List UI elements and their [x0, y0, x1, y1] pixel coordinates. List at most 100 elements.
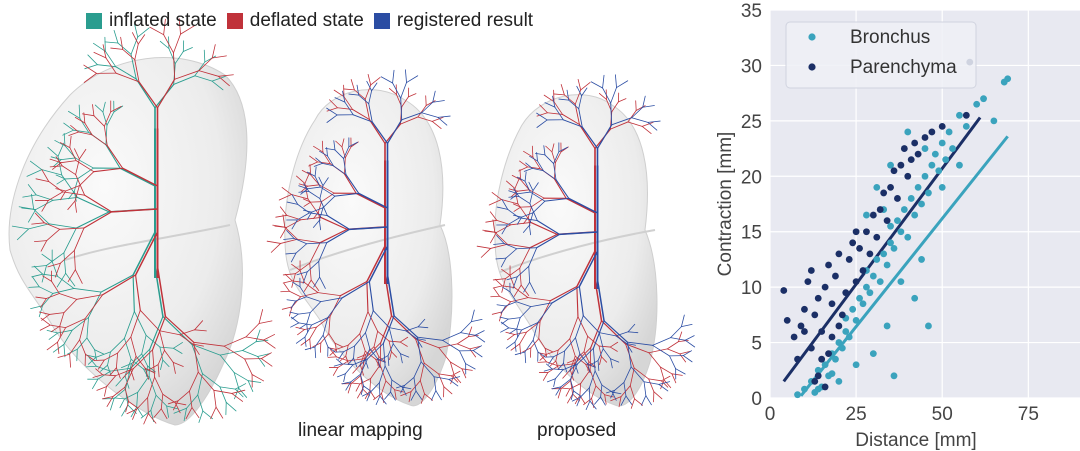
- airway-branch: [174, 51, 184, 64]
- y-tick-label: 30: [741, 56, 762, 77]
- airway-branch: [387, 343, 394, 356]
- airway-branch: [74, 269, 83, 284]
- airway-branch: [100, 274, 134, 293]
- airway-branch: [159, 330, 181, 336]
- airway-branch: [106, 145, 124, 169]
- airway-branch: [347, 333, 361, 346]
- airway-branch: [191, 344, 203, 375]
- airway-branch: [166, 405, 169, 418]
- airway-branch: [350, 382, 361, 385]
- point-parenchyma: [880, 189, 888, 197]
- airway-branch: [57, 353, 71, 358]
- airway-branch: [97, 359, 105, 370]
- airway-branch: [35, 296, 47, 299]
- airway-branch: [282, 280, 293, 284]
- airway-branch: [391, 379, 403, 388]
- airway-branch: [117, 336, 132, 354]
- point-parenchyma: [894, 195, 901, 202]
- airway-branch: [505, 301, 517, 307]
- point-parenchyma: [814, 372, 822, 380]
- airway-branch: [295, 296, 307, 302]
- airway-branch: [302, 198, 312, 203]
- airway-branch: [162, 393, 176, 404]
- airway-branch: [404, 377, 415, 386]
- point-parenchyma: [828, 333, 836, 341]
- point-parenchyma: [852, 278, 860, 285]
- airway-branch: [491, 311, 503, 315]
- airway-branch: [631, 106, 644, 119]
- airway-branch: [60, 190, 67, 201]
- airway-branch: [577, 347, 594, 365]
- airway-branch: [337, 107, 353, 110]
- airway-branch: [75, 211, 110, 229]
- airway-branch: [32, 276, 40, 288]
- airway-branch: [318, 184, 335, 194]
- airway-branch: [283, 282, 290, 292]
- airway-branch: [174, 402, 181, 414]
- airway-branch: [299, 323, 308, 329]
- airway-branch: [553, 350, 565, 358]
- airway-branch: [528, 212, 534, 226]
- airway-branch: [95, 368, 103, 376]
- airway-branch: [257, 353, 271, 357]
- point-bronchus: [949, 145, 956, 152]
- airway-branch: [275, 214, 288, 218]
- airway-branch: [308, 212, 328, 217]
- airway-branch: [392, 343, 401, 355]
- airway-branch: [562, 363, 578, 371]
- airway-branch: [104, 41, 119, 44]
- airway-branch: [392, 69, 395, 84]
- airway-branch: [120, 36, 124, 50]
- airway-branch: [49, 324, 66, 329]
- airway-branch: [627, 341, 653, 346]
- airway-branch: [260, 352, 272, 360]
- airway-branch: [191, 407, 200, 419]
- airway-branch: [92, 378, 99, 390]
- airway-branch: [557, 362, 564, 370]
- airway-branch: [219, 386, 236, 390]
- airway-branch: [643, 381, 660, 385]
- airway-branch: [219, 354, 235, 373]
- airway-branch: [600, 384, 603, 398]
- airway-branch: [360, 373, 365, 387]
- airway-branch: [155, 394, 168, 407]
- airway-branch: [417, 336, 443, 341]
- airway-branch: [536, 220, 561, 235]
- airway-branch: [91, 134, 108, 147]
- airway-branch: [306, 312, 311, 325]
- airway-branch: [338, 351, 344, 360]
- airway-branch: [554, 106, 564, 121]
- airway-branch: [658, 383, 669, 392]
- airway-branch: [74, 185, 80, 202]
- airway-branch: [364, 348, 371, 361]
- airway-branch: [437, 115, 451, 118]
- airway-branch: [578, 285, 584, 317]
- airway-branch: [255, 339, 269, 343]
- airway-branch: [601, 384, 613, 393]
- airway-branch: [247, 380, 254, 392]
- airway-branch: [509, 291, 517, 303]
- airway-branch: [560, 387, 571, 390]
- airway-branch: [183, 407, 187, 421]
- point-bronchus: [925, 189, 932, 197]
- airway-branch: [369, 348, 378, 359]
- airway-branch: [610, 396, 622, 402]
- airway-branch: [568, 197, 599, 214]
- airway-branch: [300, 217, 322, 221]
- figure-legend: inflated state deflated state registered…: [86, 10, 543, 32]
- airway-branch: [286, 219, 302, 228]
- airway-branch: [279, 206, 288, 216]
- airway-branch: [290, 300, 297, 309]
- airway-branch: [148, 364, 159, 371]
- airway-branch: [334, 149, 344, 159]
- airway-branch: [586, 363, 596, 368]
- airway-branch: [79, 318, 86, 341]
- airway-branch: [529, 190, 534, 204]
- airway-branch: [406, 75, 419, 83]
- airway-branch: [322, 195, 336, 209]
- airway-branch: [400, 353, 410, 358]
- airway-branch: [405, 326, 419, 332]
- airway-branch: [558, 98, 570, 101]
- y-axis-label: Contraction [mm]: [715, 132, 736, 277]
- airway-branch: [609, 121, 629, 130]
